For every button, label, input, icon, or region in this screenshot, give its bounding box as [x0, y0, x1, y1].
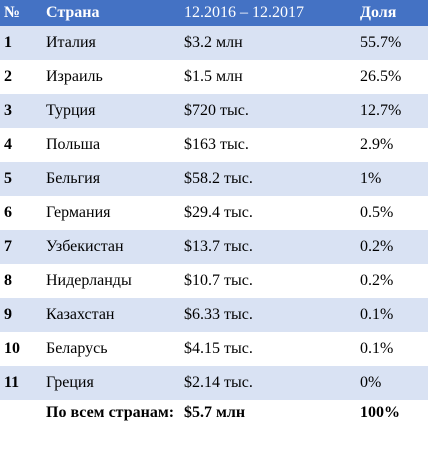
row-number: 9 [4, 306, 12, 323]
row-amount: $4.15 тыс. [184, 340, 253, 357]
row-share: 55.7% [360, 34, 402, 51]
row-country: Беларусь [46, 340, 108, 357]
row-country: Узбекистан [46, 238, 124, 255]
row-number: 10 [4, 340, 20, 357]
row-country: Греция [46, 374, 94, 391]
table-row: 6 Германия $29.4 тыс. 0.5% [0, 196, 428, 230]
table-row: 1 Италия $3.2 млн 55.7% [0, 26, 428, 60]
total-number-cell [0, 400, 42, 450]
row-amount: $1.5 млн [184, 68, 243, 85]
row-number: 11 [4, 374, 20, 391]
header-number: № [4, 4, 21, 21]
row-amount: $2.14 тыс. [184, 374, 253, 391]
row-amount: $720 тыс. [184, 102, 249, 119]
total-label: По всем странам: [46, 404, 175, 421]
total-row: По всем странам: $5.7 млн 100% [0, 400, 428, 450]
row-country: Польша [46, 136, 101, 153]
row-amount: $58.2 тыс. [184, 170, 253, 187]
row-number: 8 [4, 272, 12, 289]
row-share: 12.7% [360, 102, 402, 119]
row-share: 0.2% [360, 272, 394, 289]
row-number: 1 [4, 34, 12, 51]
table-row: 3 Турция $720 тыс. 12.7% [0, 94, 428, 128]
row-number: 4 [4, 136, 12, 153]
row-country: Казахстан [46, 306, 115, 323]
table-row: 9 Казахстан $6.33 тыс. 0.1% [0, 298, 428, 332]
row-country: Германия [46, 204, 111, 221]
row-share: 0.2% [360, 238, 394, 255]
row-number: 2 [4, 68, 12, 85]
row-country: Нидерланды [46, 272, 132, 289]
total-amount: $5.7 млн [184, 404, 246, 421]
header-country: Страна [46, 4, 100, 21]
table-row: 8 Нидерланды $10.7 тыс. 0.2% [0, 264, 428, 298]
row-share: 0.5% [360, 204, 394, 221]
table-row: 5 Бельгия $58.2 тыс. 1% [0, 162, 428, 196]
row-country: Италия [46, 34, 96, 51]
row-country: Турция [46, 102, 96, 119]
row-amount: $13.7 тыс. [184, 238, 253, 255]
row-amount: $10.7 тыс. [184, 272, 253, 289]
table-row: 7 Узбекистан $13.7 тыс. 0.2% [0, 230, 428, 264]
row-amount: $6.33 тыс. [184, 306, 253, 323]
table-row: 2 Израиль $1.5 млн 26.5% [0, 60, 428, 94]
table-row: 4 Польша $163 тыс. 2.9% [0, 128, 428, 162]
row-number: 3 [4, 102, 12, 119]
row-share: 26.5% [360, 68, 402, 85]
row-share: 0% [360, 374, 382, 391]
header-share: Доля [360, 4, 397, 21]
header-period: 12.2016 – 12.2017 [184, 4, 304, 21]
row-country: Бельгия [46, 170, 101, 187]
row-amount: $29.4 тыс. [184, 204, 253, 221]
total-share: 100% [360, 404, 400, 421]
row-country: Израиль [46, 68, 103, 85]
table-header-row: № Страна 12.2016 – 12.2017 Доля [0, 0, 428, 26]
row-number: 7 [4, 238, 12, 255]
row-amount: $163 тыс. [184, 136, 249, 153]
row-share: 2.9% [360, 136, 394, 153]
row-share: 0.1% [360, 340, 394, 357]
table-row: 10 Беларусь $4.15 тыс. 0.1% [0, 332, 428, 366]
row-amount: $3.2 млн [184, 34, 243, 51]
country-share-table: № Страна 12.2016 – 12.2017 Доля 1 Италия… [0, 0, 428, 450]
table-row: 11 Греция $2.14 тыс. 0% [0, 366, 428, 400]
row-number: 5 [4, 170, 12, 187]
row-share: 1% [360, 170, 382, 187]
row-share: 0.1% [360, 306, 394, 323]
row-number: 6 [4, 204, 12, 221]
